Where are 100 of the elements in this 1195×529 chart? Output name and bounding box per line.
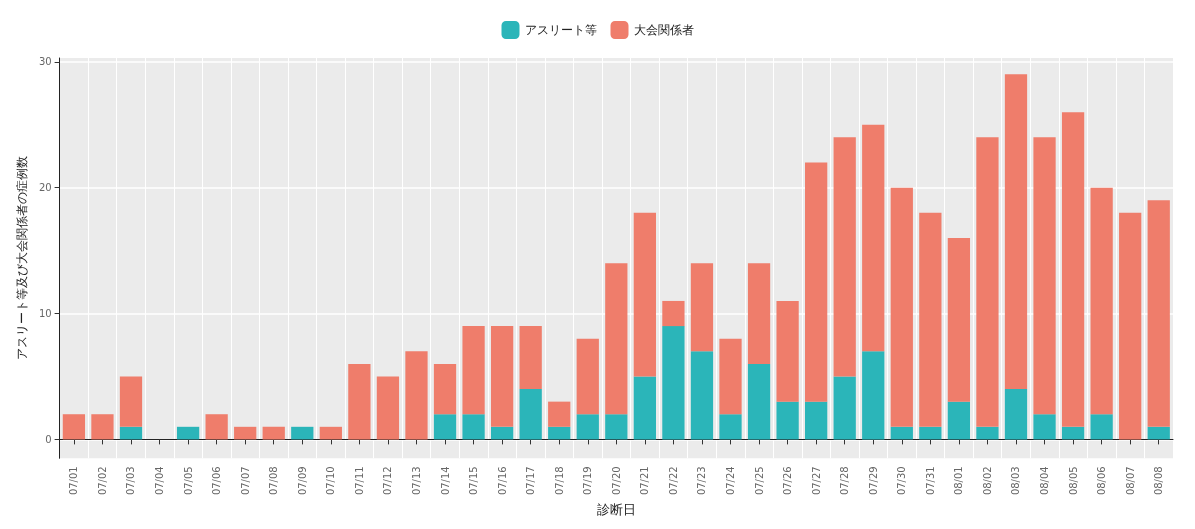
bar bbox=[747, 363, 771, 440]
bar bbox=[176, 426, 200, 440]
x-tick-label: 07/01 bbox=[68, 466, 80, 496]
x-axis-title: 診断日 bbox=[596, 502, 636, 517]
x-tick-label: 07/21 bbox=[639, 466, 651, 496]
bar bbox=[62, 414, 86, 440]
bar bbox=[947, 238, 971, 402]
x-tick-label: 07/18 bbox=[553, 466, 565, 496]
x-tick-label: 07/16 bbox=[496, 466, 508, 496]
bar bbox=[919, 212, 942, 427]
x-tick-label: 07/17 bbox=[525, 466, 537, 496]
y-tick-label: 30 bbox=[38, 56, 52, 68]
x-tick-label: 07/22 bbox=[667, 466, 679, 496]
bar bbox=[433, 414, 457, 440]
y-tick-label: 20 bbox=[38, 182, 52, 194]
bar bbox=[319, 426, 342, 440]
bar bbox=[1090, 187, 1113, 415]
x-tick-label: 07/13 bbox=[410, 466, 422, 496]
x-tick-label: 07/25 bbox=[753, 466, 765, 496]
x-tick-label: 07/09 bbox=[296, 466, 308, 496]
bar bbox=[490, 426, 514, 440]
bar bbox=[833, 137, 856, 377]
bar bbox=[405, 351, 428, 440]
x-tick-label: 08/01 bbox=[953, 466, 965, 496]
bar bbox=[890, 426, 913, 440]
bar bbox=[548, 426, 571, 440]
bar bbox=[490, 326, 514, 427]
x-tick-label: 08/02 bbox=[981, 466, 993, 496]
bar bbox=[633, 376, 656, 440]
x-tick-label: 07/02 bbox=[96, 466, 108, 496]
bar bbox=[947, 401, 971, 440]
x-tick-label: 07/26 bbox=[782, 466, 794, 496]
bar bbox=[776, 401, 799, 440]
bar bbox=[805, 162, 828, 402]
bar bbox=[462, 326, 485, 415]
y-tick-label: 10 bbox=[38, 308, 52, 320]
bar bbox=[605, 414, 628, 440]
legend-label: アスリート等 bbox=[524, 23, 597, 37]
x-tick-label: 07/08 bbox=[268, 466, 280, 496]
x-tick-label: 07/27 bbox=[810, 466, 822, 496]
x-tick-label: 08/04 bbox=[1039, 466, 1051, 496]
x-tick-label: 07/29 bbox=[867, 466, 879, 496]
bar bbox=[833, 376, 856, 440]
x-tick-label: 08/06 bbox=[1096, 466, 1108, 496]
x-tick-label: 07/23 bbox=[696, 466, 708, 496]
bar bbox=[976, 426, 999, 440]
x-tick-label: 07/30 bbox=[896, 466, 908, 496]
bar bbox=[1090, 414, 1113, 440]
x-tick-label: 07/19 bbox=[582, 466, 594, 496]
bar bbox=[91, 414, 114, 440]
bar bbox=[919, 426, 942, 440]
bar bbox=[633, 212, 656, 377]
bar bbox=[662, 326, 685, 440]
bar bbox=[433, 363, 457, 415]
x-tick-label: 07/10 bbox=[325, 466, 337, 496]
x-tick-label: 08/07 bbox=[1124, 466, 1136, 496]
x-tick-label: 07/05 bbox=[182, 466, 194, 496]
bar bbox=[690, 263, 714, 352]
bar bbox=[119, 426, 143, 440]
x-tick-label: 07/31 bbox=[924, 466, 936, 496]
bar bbox=[862, 124, 885, 352]
bar bbox=[1061, 112, 1085, 427]
bar bbox=[205, 414, 228, 440]
bar bbox=[662, 300, 685, 327]
bar bbox=[747, 263, 771, 364]
bar bbox=[690, 351, 714, 440]
x-tick-label: 07/24 bbox=[725, 466, 736, 496]
x-tick-label: 07/15 bbox=[468, 466, 480, 496]
bar bbox=[976, 137, 999, 427]
bar bbox=[862, 351, 885, 440]
bar bbox=[548, 401, 571, 427]
legend-label: 大会関係者 bbox=[633, 23, 694, 37]
x-tick-label: 08/05 bbox=[1067, 466, 1079, 496]
bar bbox=[234, 426, 257, 440]
bar bbox=[1147, 426, 1170, 440]
bar bbox=[519, 389, 542, 440]
bar bbox=[1033, 414, 1056, 440]
bar bbox=[1061, 426, 1085, 440]
bar bbox=[805, 401, 828, 440]
bar bbox=[1119, 212, 1142, 440]
x-tick-label: 07/03 bbox=[125, 466, 137, 496]
bar bbox=[1004, 74, 1028, 390]
bar bbox=[890, 187, 913, 427]
bar bbox=[519, 326, 542, 390]
x-tick-label: 07/11 bbox=[353, 466, 365, 496]
bar bbox=[576, 338, 599, 415]
bar bbox=[291, 426, 314, 440]
x-tick-label: 07/14 bbox=[439, 466, 451, 496]
bar bbox=[1004, 389, 1028, 440]
x-tick-label: 07/28 bbox=[839, 466, 851, 496]
bar bbox=[348, 363, 371, 440]
x-tick-label: 07/07 bbox=[239, 466, 251, 496]
bar bbox=[462, 414, 485, 440]
bar bbox=[376, 376, 400, 440]
bar bbox=[576, 414, 599, 440]
bar bbox=[262, 426, 285, 440]
x-tick-label: 07/04 bbox=[154, 466, 166, 496]
bar bbox=[605, 263, 628, 415]
x-tick-label: 07/12 bbox=[382, 466, 394, 496]
x-tick-label: 08/08 bbox=[1153, 466, 1165, 496]
